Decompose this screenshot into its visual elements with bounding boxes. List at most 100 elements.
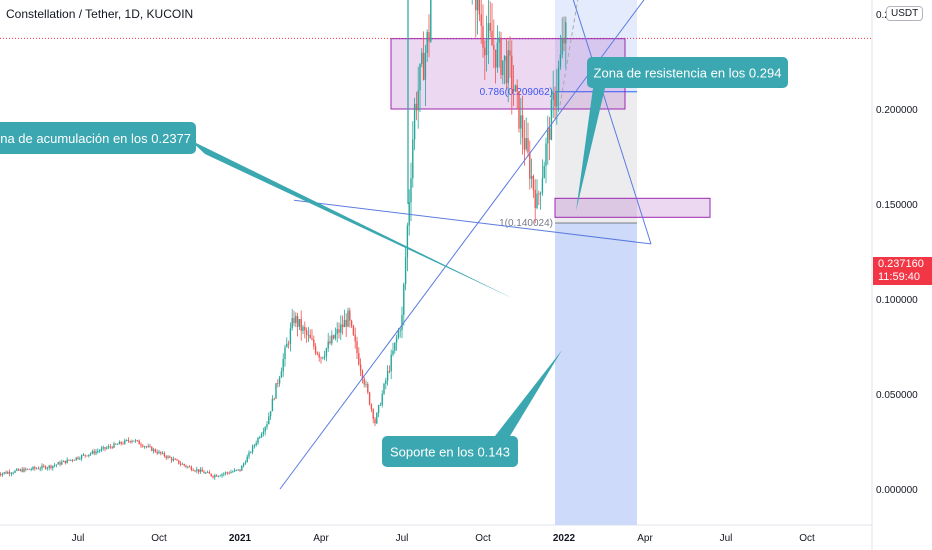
candle-body	[512, 88, 515, 92]
candle-body	[188, 466, 191, 468]
candle-body	[73, 459, 76, 461]
candle-body	[208, 472, 211, 474]
candle-body	[534, 189, 536, 209]
candle-body	[365, 384, 367, 385]
candle-body	[385, 380, 387, 384]
candle-body	[343, 319, 346, 328]
candle-body	[412, 139, 414, 179]
candle-body	[518, 91, 520, 129]
candle-body	[140, 444, 142, 446]
candle-body	[170, 457, 173, 461]
candle-body	[253, 445, 256, 447]
candle-body	[545, 143, 547, 166]
x-tick-label: Jul	[396, 533, 409, 544]
candle-body	[532, 176, 535, 190]
candle-body	[395, 337, 398, 343]
candle-body	[491, 30, 493, 46]
currency-button[interactable]: USDT	[886, 6, 924, 21]
candle-body	[565, 22, 567, 44]
candle-body	[428, 32, 430, 42]
callout-pointer-resistencia	[576, 88, 605, 211]
candle-body	[68, 459, 70, 461]
candle-body	[248, 452, 250, 457]
candle-body	[165, 456, 167, 458]
candle-body	[509, 50, 511, 56]
candle-body	[480, 14, 482, 26]
candle-body	[557, 66, 560, 92]
candle-body	[349, 310, 351, 321]
candle-body	[556, 91, 558, 107]
candle-body	[187, 466, 189, 468]
candle-body	[352, 326, 355, 335]
candle-body	[250, 452, 252, 453]
candle-body	[39, 468, 41, 470]
candle-body	[340, 324, 342, 333]
candle-body	[116, 444, 119, 446]
candle-body	[242, 463, 245, 466]
candle-body	[322, 357, 324, 359]
candle-body	[529, 152, 531, 179]
candle-body	[210, 473, 212, 477]
candle-body	[538, 193, 540, 195]
candle-body	[372, 409, 374, 419]
candle-body	[167, 456, 169, 458]
candle-body	[262, 431, 265, 435]
candle-body	[507, 50, 509, 84]
candle-body	[404, 257, 407, 285]
candle-body	[345, 319, 347, 327]
candle-body	[181, 463, 184, 465]
candle-body	[109, 446, 112, 448]
callout-pointer-soporte	[495, 350, 562, 436]
candle-body	[487, 23, 490, 39]
x-tick-label: 2022	[553, 533, 576, 544]
candle-body	[197, 469, 200, 472]
candle-body	[280, 371, 283, 378]
candle-body	[154, 449, 157, 452]
candle-body	[230, 472, 232, 474]
candle-body	[169, 456, 171, 458]
candle-body	[239, 469, 241, 471]
candle-body	[536, 193, 538, 209]
candle-body	[257, 437, 259, 443]
candle-body	[302, 326, 304, 331]
ascending-trendline	[279, 0, 645, 490]
candle-body	[493, 45, 495, 50]
candle-body	[264, 427, 266, 432]
candle-body	[410, 178, 412, 203]
candle-body	[482, 25, 484, 48]
candle-body	[34, 467, 36, 469]
candle-body	[367, 384, 369, 393]
candle-body	[278, 377, 281, 384]
support-trendline	[293, 199, 652, 245]
candle-body	[383, 383, 385, 394]
candle-body	[88, 454, 90, 456]
candle-body	[334, 333, 337, 339]
callout-text-acumulacion: ona de acumulación en los 0.2377	[0, 131, 191, 146]
candle-body	[62, 460, 65, 463]
candle-body	[28, 468, 31, 470]
candle-body	[332, 335, 335, 339]
candle-body	[179, 463, 182, 465]
candle-body	[259, 437, 261, 438]
candle-body	[356, 341, 358, 354]
candle-body	[192, 469, 194, 471]
candle-body	[550, 99, 553, 140]
candle-body	[539, 192, 542, 194]
callout-box-soporte	[382, 436, 518, 467]
candle-body	[84, 454, 86, 456]
candle-body	[338, 329, 340, 333]
candle-body	[0, 474, 2, 476]
y-tick-label: 0.000000	[876, 485, 918, 496]
candle-body	[494, 49, 497, 68]
candle-body	[377, 405, 380, 414]
candle-body	[311, 338, 313, 340]
candle-body	[185, 465, 187, 467]
x-tick-label: Apr	[313, 533, 329, 544]
descending-trendline	[572, 0, 652, 245]
candle-body	[318, 354, 320, 358]
candle-body	[478, 0, 481, 15]
candle-body	[554, 92, 556, 107]
candle-body	[50, 465, 52, 469]
candle-body	[296, 316, 299, 327]
